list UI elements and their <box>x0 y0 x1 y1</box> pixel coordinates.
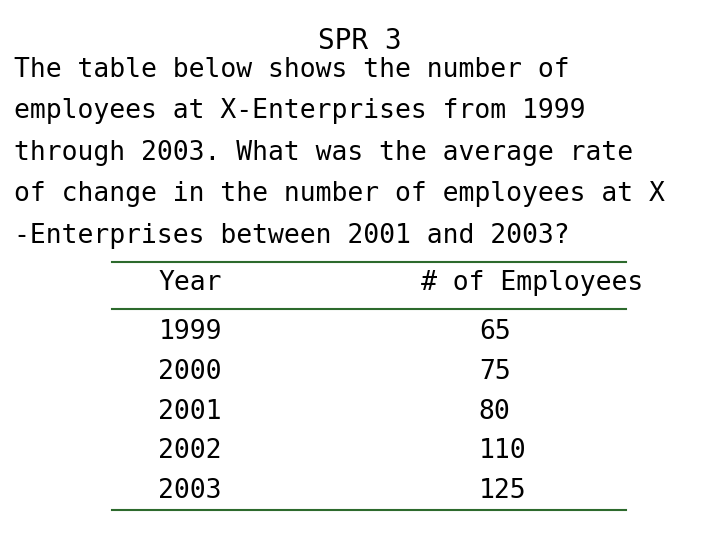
Text: # of Employees: # of Employees <box>421 270 644 296</box>
Text: employees at X-Enterprises from 1999: employees at X-Enterprises from 1999 <box>14 98 586 124</box>
Text: of change in the number of employees at X: of change in the number of employees at … <box>14 181 665 207</box>
Text: 2000: 2000 <box>158 359 222 384</box>
Text: SPR 3: SPR 3 <box>318 27 402 55</box>
Text: 2002: 2002 <box>158 438 222 464</box>
Text: 2001: 2001 <box>158 399 222 424</box>
Text: 75: 75 <box>479 359 510 384</box>
Text: 110: 110 <box>479 438 526 464</box>
Text: 2003: 2003 <box>158 478 222 504</box>
Text: 1999: 1999 <box>158 319 222 345</box>
Text: 125: 125 <box>479 478 526 504</box>
Text: -Enterprises between 2001 and 2003?: -Enterprises between 2001 and 2003? <box>14 223 570 249</box>
Text: 65: 65 <box>479 319 510 345</box>
Text: Year: Year <box>158 270 222 296</box>
Text: through 2003. What was the average rate: through 2003. What was the average rate <box>14 140 634 166</box>
Text: The table below shows the number of: The table below shows the number of <box>14 57 570 83</box>
Text: 80: 80 <box>479 399 510 424</box>
